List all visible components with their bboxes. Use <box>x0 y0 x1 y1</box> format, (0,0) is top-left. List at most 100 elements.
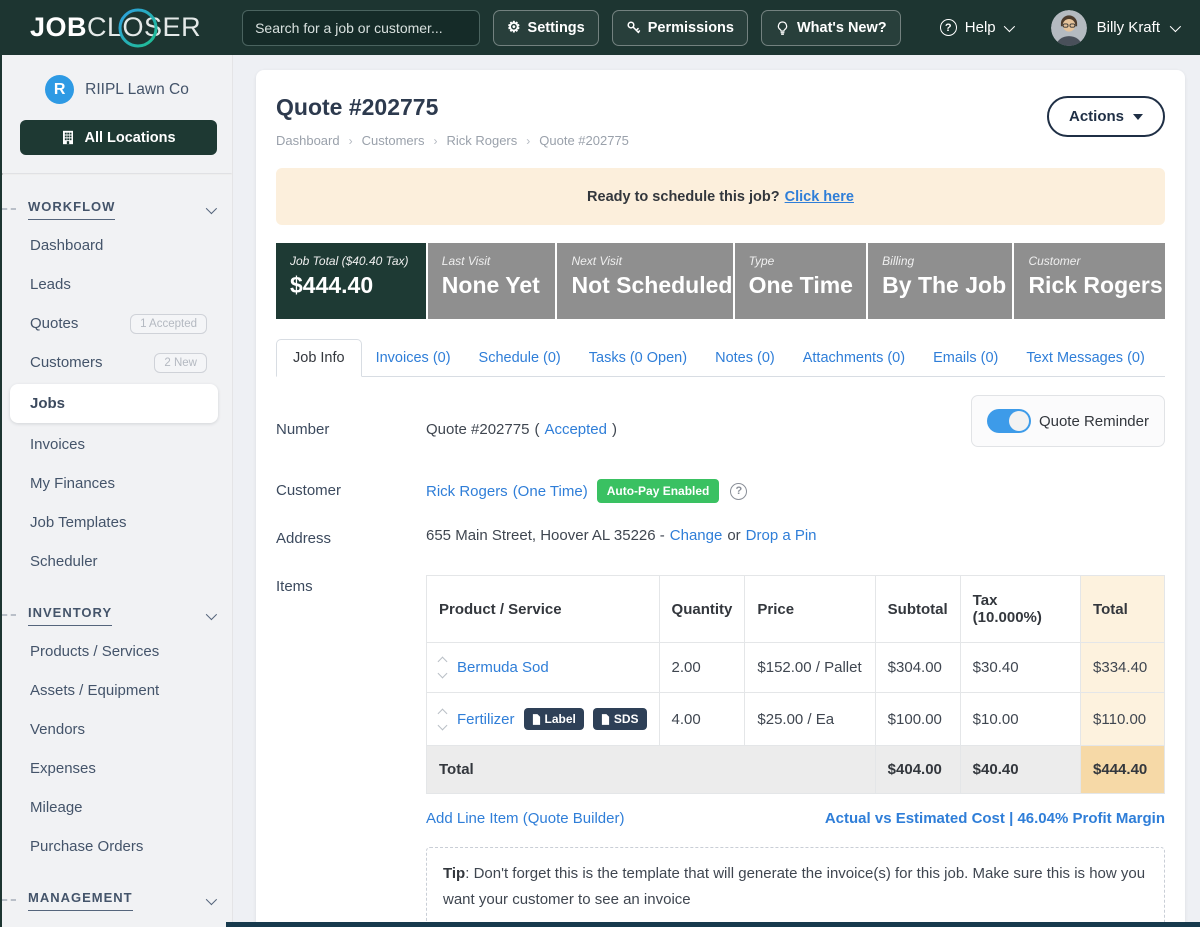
permissions-button[interactable]: Permissions <box>611 9 748 46</box>
help-icon: ? <box>939 19 957 36</box>
item-subtotal: $304.00 <box>874 642 961 693</box>
accepted-status-link[interactable]: Accepted <box>544 420 607 438</box>
customer-type-link[interactable]: (One Time) <box>512 482 588 500</box>
tab-attachments[interactable]: Attachments (0) <box>802 350 906 366</box>
tile-type: Type One Time <box>734 243 867 319</box>
paren: ( <box>534 420 540 438</box>
address-value: 655 Main Street, Hoover AL 35226 - <box>426 527 665 544</box>
sidebar-item-customers[interactable]: Customers 2 New <box>2 343 232 382</box>
reorder-handle[interactable] <box>437 708 448 730</box>
actual-vs-estimated-link[interactable]: Actual vs Estimated Cost <box>824 810 1005 827</box>
add-line-item-link[interactable]: Add Line Item <box>426 810 519 827</box>
col-price: Price <box>744 575 876 643</box>
item-subtotal: $100.00 <box>874 692 961 746</box>
lightbulb-icon <box>777 20 788 35</box>
quote-reminder-toggle[interactable] <box>986 409 1031 433</box>
item-total: $334.40 <box>1080 642 1165 693</box>
sidebar-item-invoices[interactable]: Invoices <box>30 436 86 453</box>
schedule-banner: Ready to schedule this job? Click here <box>276 168 1165 225</box>
sidebar-item-leads[interactable]: Leads <box>30 276 71 293</box>
item-link[interactable]: Fertilizer <box>457 710 515 728</box>
customer-label: Customer <box>276 482 342 499</box>
tab-schedule[interactable]: Schedule (0) <box>478 350 561 366</box>
settings-button[interactable]: ⚙ Settings <box>493 9 599 46</box>
col-total: Total <box>1080 575 1165 643</box>
key-icon <box>627 21 640 34</box>
breadcrumb-customer-name[interactable]: Rick Rogers <box>446 133 518 148</box>
user-menu[interactable]: Billy Kraft <box>1050 9 1182 46</box>
company-logo-icon: R <box>45 75 75 104</box>
item-row-bermuda-sod: Bermuda Sod 2.00 $152.00 / Pallet $304.0… <box>426 642 1165 693</box>
caret-down-icon <box>1133 113 1143 120</box>
actions-button[interactable]: Actions <box>1046 96 1165 137</box>
toggle-knob <box>1008 411 1029 431</box>
avatar <box>1050 9 1087 46</box>
sidebar-item-quotes[interactable]: Quotes 1 Accepted <box>2 304 232 343</box>
breadcrumb-current[interactable]: Quote #202775 <box>539 133 629 148</box>
company-switcher[interactable]: R RIIPL Lawn Co <box>2 55 232 118</box>
sidebar-item-scheduler[interactable]: Scheduler <box>30 553 98 570</box>
sidebar-item-expenses[interactable]: Expenses <box>30 760 96 777</box>
col-product-service: Product / Service <box>426 575 660 643</box>
sidebar-section-management[interactable]: MANAGEMENT <box>2 890 218 911</box>
tab-notes[interactable]: Notes (0) <box>715 350 775 366</box>
tab-bar: Job Info Invoices (0) Schedule (0) Tasks… <box>276 339 1165 377</box>
sidebar-item-dashboard[interactable]: Dashboard <box>30 237 104 254</box>
all-locations-button[interactable]: All Locations <box>20 120 217 155</box>
sidebar-item-my-finances[interactable]: My Finances <box>30 475 116 492</box>
breadcrumb-dashboard[interactable]: Dashboard <box>276 133 340 148</box>
permissions-label: Permissions <box>647 19 734 36</box>
tab-invoices[interactable]: Invoices (0) <box>375 350 451 366</box>
sidebar: R RIIPL Lawn Co All Locations WORKFLOW D… <box>0 55 233 927</box>
document-icon <box>532 713 540 725</box>
item-link[interactable]: Bermuda Sod <box>457 659 549 676</box>
sidebar-item-purchase-orders[interactable]: Purchase Orders <box>30 838 144 855</box>
sidebar-section-workflow[interactable]: WORKFLOW <box>2 199 218 220</box>
chevron-down-icon <box>205 608 218 620</box>
tip-text: : Don't forget this is the template that… <box>443 865 1146 909</box>
breadcrumb-customers[interactable]: Customers <box>361 133 425 148</box>
label-document-badge[interactable]: Label <box>523 708 584 730</box>
footer-separator: | <box>1009 810 1014 827</box>
breadcrumb: Dashboard › Customers › Rick Rogers › Quote… <box>276 133 629 148</box>
tab-tasks[interactable]: Tasks (0 Open) <box>588 350 688 366</box>
reorder-handle[interactable] <box>437 656 448 679</box>
number-label: Number <box>276 420 330 438</box>
sidebar-item-jobs[interactable]: Jobs <box>10 384 218 423</box>
paren: ) <box>611 420 617 438</box>
sidebar-item-job-templates[interactable]: Job Templates <box>30 514 127 531</box>
banner-click-here-link[interactable]: Click here <box>784 188 854 205</box>
profit-margin-link[interactable]: 46.04% Profit Margin <box>1017 810 1165 827</box>
tip-label: Tip <box>443 865 466 882</box>
chevron-down-icon <box>205 202 218 214</box>
whats-new-button[interactable]: What's New? <box>760 9 901 46</box>
tab-job-info[interactable]: Job Info <box>276 339 362 377</box>
sidebar-item-vendors[interactable]: Vendors <box>30 721 86 738</box>
change-address-link[interactable]: Change <box>669 527 723 544</box>
sidebar-item-products-services[interactable]: Products / Services <box>30 643 160 660</box>
quote-builder-link[interactable]: (Quote Builder) <box>522 810 625 827</box>
main-content: Quote #202775 Dashboard › Customers › Rick… <box>233 55 1200 927</box>
item-price: $25.00 / Ea <box>744 692 876 746</box>
customer-name-link[interactable]: Rick Rogers <box>426 482 508 500</box>
help-label: Help <box>964 19 996 36</box>
sds-document-badge[interactable]: SDS <box>592 708 647 730</box>
search-input[interactable] <box>242 9 481 46</box>
col-subtotal: Subtotal <box>874 575 961 643</box>
app-logo[interactable]: JOB CLOSER <box>30 8 201 48</box>
autopay-help-icon[interactable]: ? <box>730 482 748 500</box>
col-quantity: Quantity <box>658 575 746 643</box>
sidebar-section-inventory[interactable]: INVENTORY <box>2 605 218 626</box>
gear-icon: ⚙ <box>507 19 521 36</box>
quote-reminder-box: Quote Reminder <box>970 395 1165 447</box>
sidebar-item-assets-equipment[interactable]: Assets / Equipment <box>30 682 160 699</box>
help-menu[interactable]: ? Help <box>939 19 1015 36</box>
tab-text-messages[interactable]: Text Messages (0) <box>1026 350 1145 366</box>
settings-label: Settings <box>527 19 585 36</box>
tile-job-total: Job Total ($40.40 Tax) $444.40 <box>276 243 426 319</box>
sidebar-item-mileage[interactable]: Mileage <box>30 799 83 816</box>
drop-a-pin-link[interactable]: Drop a Pin <box>745 527 817 544</box>
item-tax: $30.40 <box>959 642 1082 693</box>
tab-emails[interactable]: Emails (0) <box>933 350 999 366</box>
